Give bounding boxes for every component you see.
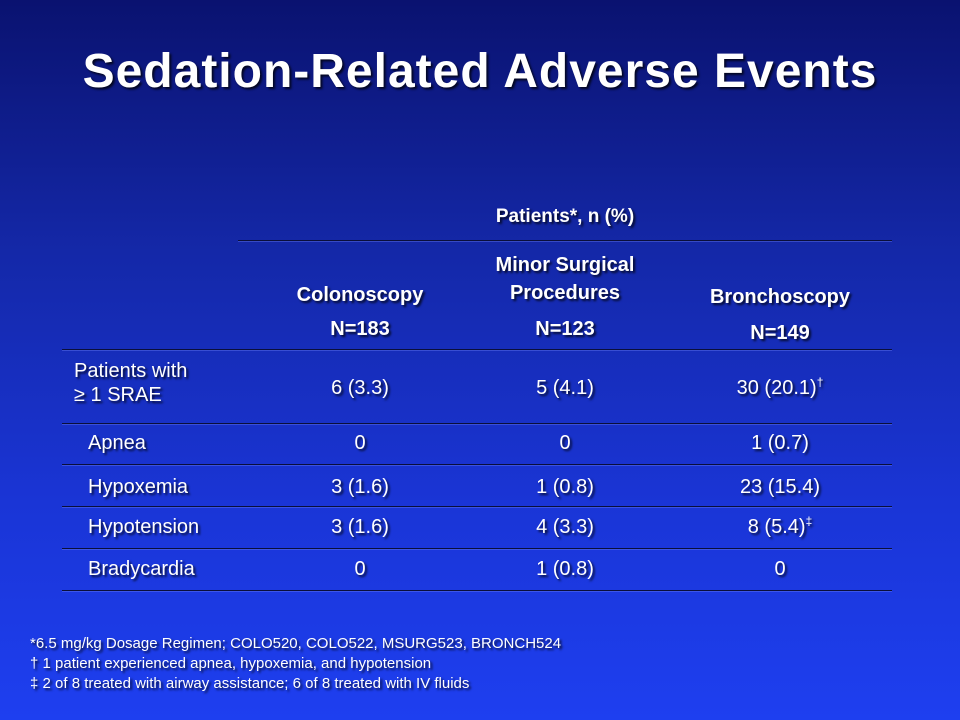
table-cell-with-mark: 30 (20.1)† <box>670 375 890 399</box>
table-cell: 1 (0.8) <box>536 558 594 580</box>
table-divider <box>62 464 892 465</box>
table-divider <box>62 349 892 350</box>
table-cell: 0 <box>354 432 366 454</box>
page-title: Sedation-Related Adverse Events <box>82 45 878 98</box>
col-header-minor-surgical-1: Minor Surgical <box>495 254 635 276</box>
table-cell: 0 <box>354 558 366 580</box>
table-divider <box>62 548 892 549</box>
table-cell: 0 <box>559 432 571 454</box>
col-header-colonoscopy: Colonoscopy <box>296 284 424 306</box>
table-divider <box>62 590 892 591</box>
table-cell: 1 (0.7) <box>751 432 809 454</box>
row-label-bradycardia: Bradycardia <box>88 558 195 580</box>
table-cell: 0 <box>774 558 786 580</box>
cell-value: 8 (5.4) <box>747 516 806 538</box>
row-label-hypoxemia: Hypoxemia <box>88 476 189 498</box>
table-cell: 3 (1.6) <box>331 476 389 498</box>
col-n-bronchoscopy: N=149 <box>750 322 810 344</box>
double-dagger-mark: ‡ <box>805 514 813 528</box>
col-n-minor-surgical: N=123 <box>535 318 595 340</box>
footnote-dagger: † 1 patient experienced apnea, hypoxemia… <box>30 655 432 672</box>
table-cell: 5 (4.1) <box>536 377 594 399</box>
table-cell: 23 (15.4) <box>739 476 821 498</box>
footnote-double-dagger: ‡ 2 of 8 treated with airway assistance;… <box>30 675 470 692</box>
dagger-mark: † <box>816 375 824 389</box>
table-divider <box>62 506 892 507</box>
col-header-bronchoscopy: Bronchoscopy <box>709 286 851 308</box>
row-label-hypotension: Hypotension <box>88 516 200 538</box>
col-header-minor-surgical-2: Procedures <box>509 282 621 304</box>
table-divider <box>62 423 892 424</box>
header-divider <box>238 240 892 241</box>
table-cell: 1 (0.8) <box>536 476 594 498</box>
table-cell: 4 (3.3) <box>536 516 594 538</box>
table-group-header: Patients*, n (%) <box>495 206 635 227</box>
footnotes: *6.5 mg/kg Dosage Regimen; COLO520, COLO… <box>30 634 561 694</box>
col-n-colonoscopy: N=183 <box>330 318 390 340</box>
cell-value: 30 (20.1) <box>736 377 817 399</box>
footnote-dosage: *6.5 mg/kg Dosage Regimen; COLO520, COLO… <box>30 635 562 652</box>
table-cell: 3 (1.6) <box>331 516 389 538</box>
table-cell-with-mark: 8 (5.4)‡ <box>670 514 890 538</box>
table-cell: 6 (3.3) <box>331 377 389 399</box>
row-label-srae-1: Patients with <box>74 360 188 382</box>
row-label-srae-2: ≥ 1 SRAE <box>74 384 162 406</box>
row-label-apnea: Apnea <box>88 432 146 454</box>
